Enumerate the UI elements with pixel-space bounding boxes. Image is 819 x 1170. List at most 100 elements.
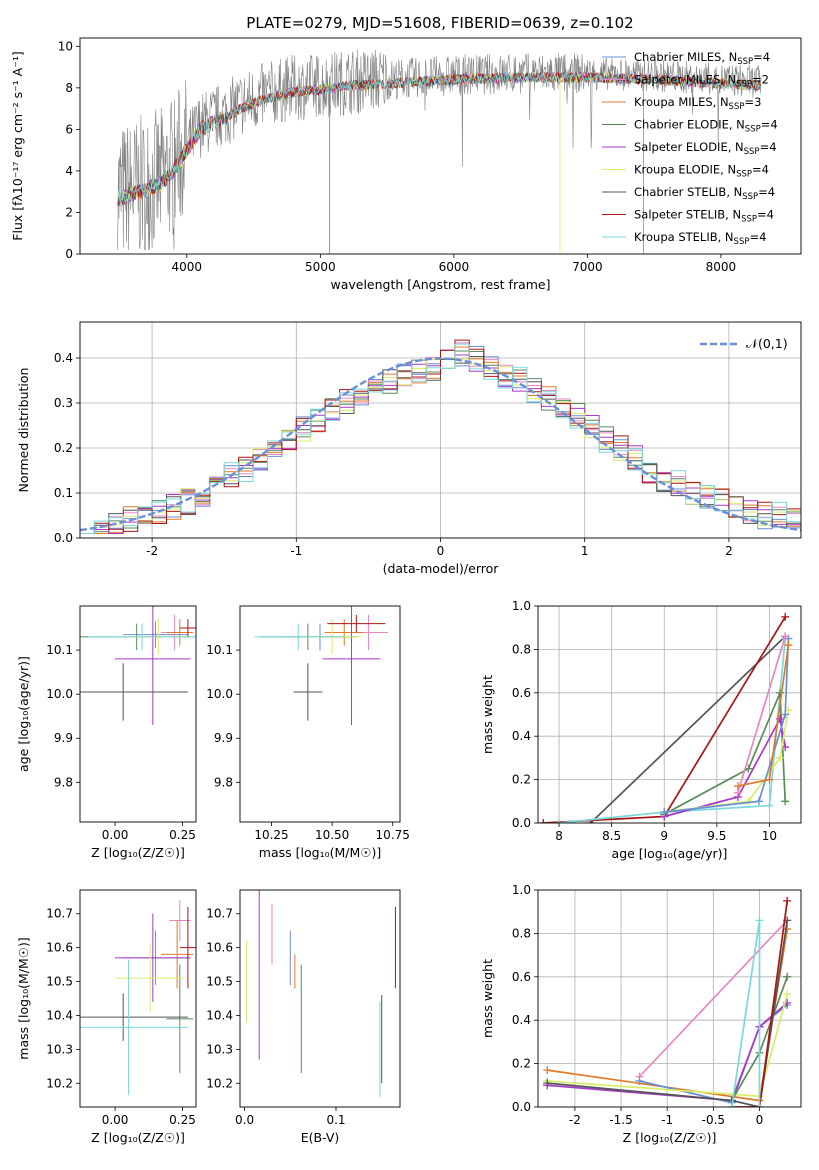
weight-marker-kroupa_stelib [555,819,564,823]
x-tick-label: 1 [581,544,589,558]
y-tick-label: 10.5 [206,975,233,989]
y-tick-label: 10.2 [206,1076,233,1090]
y-tick-label: 10.5 [46,975,73,989]
y-tick-label: 9.9 [54,731,73,745]
weight-marker-kroupa_stelib [755,916,764,925]
x-tick-label: 2 [725,544,733,558]
axes-residuals: -2 -1 0 1 2 0.0 0.1 0.2 0.3 0.4 (data-model)/error… [16,321,802,576]
legend-subscript: SSP [737,57,753,67]
legend-rest: =4 [760,140,777,154]
y-tick-label: 10.4 [46,1008,73,1022]
weight-marker-kroupa_elodie [783,990,792,999]
legend-label-chabrier_stelib: Chabrier STELIB, NSSP=4 [634,185,775,202]
weight-line-kroupa_stelib [558,638,787,823]
observed-spectrum-line [117,49,762,251]
legend-label-kroupa_stelib: Kroupa STELIB, NSSP=4 [634,230,766,247]
weight-marker-salpeter_stelib [781,612,790,621]
y-tick-label: 2 [65,205,73,219]
axes-frame [537,605,802,824]
y-tick-label: 0.2 [54,441,73,455]
axes-weight_vs_Z: -2 -1.5 -1 -0.5 0 0.0 0.2 0.4 0.6 0.8 1.0 Z [log₁₀(… [480,883,802,1145]
legend-rest: =4 [757,208,774,222]
x-tick-label: 10 [762,829,777,843]
x-tick-label: 9 [660,829,668,843]
legend-label-kroupa_miles: Kroupa MILES, NSSP=3 [634,95,761,112]
axes-frame [79,605,197,823]
legend-subscript: SSP [742,192,758,202]
model-spectrum-kroupa_stelib [117,71,761,207]
axes-frame [239,889,401,1108]
weight-marker-kroupa_stelib [727,1103,736,1107]
legend-rest: =4 [752,163,769,177]
axes-frame [79,889,197,1108]
y-tick-label: 9.8 [54,775,73,789]
legend-rest: =4 [761,118,778,132]
weight-line-kroupa_stelib [730,920,761,1107]
x-axis-label: E(B-V) [301,1130,340,1145]
axes-frame [537,889,802,1108]
x-tick-label: -1.5 [609,1113,632,1127]
y-axis-label: age [log₁₀(age/yr)] [16,656,31,772]
histogram-salpeter_stelib [80,339,801,534]
weight-marker-chabrier_miles [781,710,790,719]
y-tick-label: 10.0 [206,687,233,701]
y-tick-label: 10.0 [46,687,73,701]
y-tick-label: 0.0 [512,1100,531,1114]
y-tick-label: 10.1 [206,643,233,657]
y-tick-label: 0.0 [54,531,73,545]
y-tick-label: 0.8 [512,642,531,656]
plot-area-age_vs_Z [80,606,196,726]
weight-line-chabrier_stelib [590,635,786,823]
y-tick-label: 10.1 [46,643,73,657]
x-tick-label: 7000 [572,260,603,274]
y-tick-label: 0.0 [512,816,531,830]
y-tick-label: 0.2 [512,773,531,787]
weight-line-chabrier_stelib [547,920,789,1107]
axes-spectrum: 4000 5000 6000 7000 8000 0 2 4 6 8 10 wavelength [A… [10,37,802,292]
weight-marker-chabrier_stelib [543,1079,552,1088]
legend-rest: =4 [758,185,775,199]
y-tick-label: 0.8 [512,926,531,940]
y-axis-label: Normed distribution [16,368,31,493]
x-tick-label: -2 [146,544,158,558]
weight-marker-kroupa_elodie [775,753,784,762]
x-tick-label: 10.75 [376,828,410,842]
x-tick-label: 8000 [706,260,737,274]
x-tick-label: 5000 [305,260,336,274]
weight-line-salpeter_miles [638,919,788,1078]
x-axis-label: (data-model)/error [383,561,500,576]
normal-curve-line [80,357,801,532]
y-tick-label: 0.2 [512,1057,531,1071]
x-tick-label: 0.00 [102,1113,129,1127]
y-axis-label: mass [log₁₀(M/M☉)] [16,937,31,1059]
axes-frame [79,37,802,255]
plot-area-spectrum [117,49,762,254]
plot-area-mass_vs_Z [80,900,196,1096]
weight-line-salpeter_stelib [731,900,789,1107]
x-tick-label: 0 [437,544,445,558]
legend-label-normal: 𝒩(0,1) [746,336,788,351]
y-tick-label: 9.8 [214,775,233,789]
x-tick-label: 0.25 [169,1113,196,1127]
figure-title: PLATE=0279, MJD=51608, FIBERID=0639, z=0… [246,14,633,32]
plot-area-weight_vs_age [538,606,801,823]
x-axis-label: age [log₁₀(age/yr)] [612,846,728,861]
weight-line-salpeter_elodie [663,716,787,818]
axes-frame [239,605,401,823]
weight-marker-chabrier_miles [635,1076,644,1085]
y-tick-label: 4 [65,164,73,178]
x-axis-label: Z [log₁₀(Z/Z☉)] [91,1130,185,1145]
y-tick-label: 10 [58,39,73,53]
x-axis-label: wavelength [Angstrom, rest frame] [330,277,550,292]
x-tick-label: 8 [555,829,563,843]
x-tick-label: 0.25 [169,828,196,842]
x-tick-label: -1 [661,1113,673,1127]
y-tick-label: 0.4 [54,351,73,365]
axes-mass_vs_ebv: 0.0 0.1 10.2 10.3 10.4 10.5 10.6 10.7 E(B-V) [206,889,401,1145]
x-tick-label: 4000 [172,260,203,274]
weight-marker-chabrier_elodie [781,797,790,806]
y-tick-label: 0.6 [512,970,531,984]
weight-line-chabrier_elodie [663,692,787,816]
legend-subscript: SSP [744,147,760,157]
